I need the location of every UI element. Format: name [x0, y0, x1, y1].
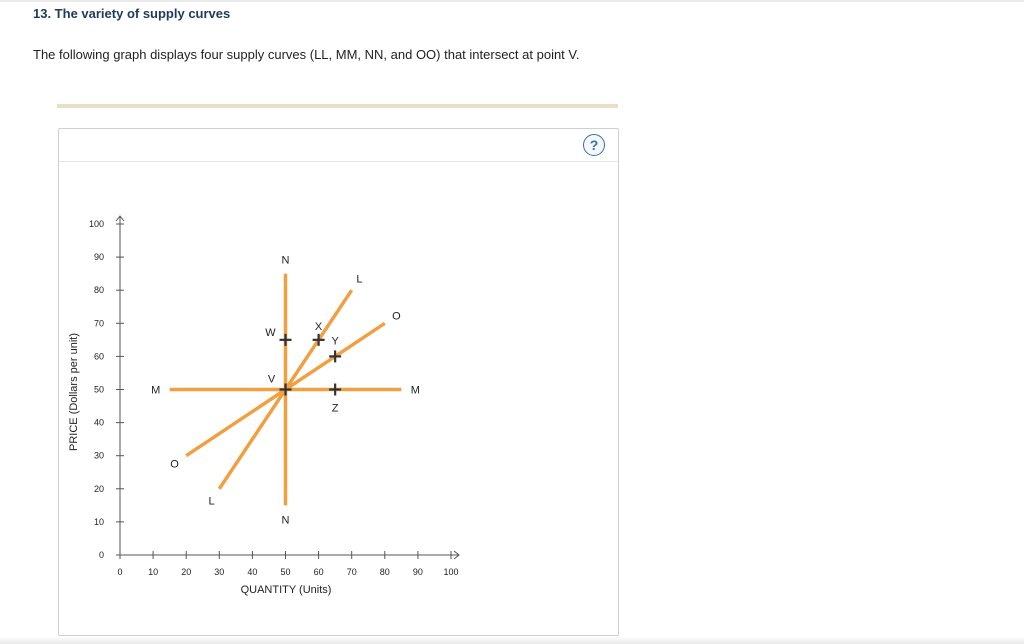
point-x[interactable]: X — [312, 321, 325, 346]
x-tick-label: 60 — [314, 567, 324, 577]
x-tick-label: 90 — [413, 567, 423, 577]
panel-header-divider — [59, 161, 618, 162]
point-z[interactable]: Z — [329, 383, 342, 415]
bottom-shadow — [0, 636, 1024, 644]
point-label-w: W — [265, 327, 276, 339]
y-tick-label: 60 — [94, 351, 104, 361]
x-tick-label: 40 — [247, 567, 257, 577]
y-tick-label: 30 — [94, 451, 104, 461]
top-rule — [0, 0, 1024, 2]
y-tick-label: 50 — [94, 385, 104, 395]
point-label-v: V — [268, 374, 276, 386]
chart-ticks: 0 10 20 30 40 50 60 70 80 90 100 0 10 20 30 40 50 60 70 80 9… — [89, 219, 459, 577]
curve-label-m-start: M — [151, 385, 160, 397]
curve-label-l-end: L — [356, 274, 362, 286]
question-title: 13. The variety of supply curves — [33, 6, 231, 21]
question-text: The following graph displays four supply… — [33, 47, 580, 62]
point-v[interactable]: V — [268, 374, 292, 396]
curve-label-m-end: M — [411, 385, 420, 397]
curve-label-o-end: O — [392, 311, 401, 323]
y-axis-title: PRICE (Dollars per unit) — [68, 333, 80, 451]
y-tick-label: 20 — [94, 484, 104, 494]
point-w[interactable]: W — [265, 327, 292, 346]
x-tick-label: 30 — [214, 567, 224, 577]
help-icon[interactable]: ? — [583, 134, 605, 156]
x-tick-label: 10 — [148, 567, 158, 577]
y-tick-label: 40 — [94, 418, 104, 428]
x-axis-arrow — [453, 550, 460, 560]
point-label-z: Z — [332, 403, 339, 415]
curve-label-l-start: L — [208, 495, 214, 507]
chart-curve-labels: L L M M N N O O — [151, 255, 420, 527]
curve-label-n-end: N — [282, 255, 290, 267]
x-tick-label: 70 — [347, 567, 357, 577]
y-tick-label: 100 — [89, 219, 104, 229]
x-tick-label: 100 — [443, 567, 458, 577]
chart-markers[interactable]: V W XY Z — [265, 321, 342, 415]
y-tick-label: 70 — [94, 318, 104, 328]
y-tick-label: 0 — [99, 550, 104, 560]
point-label-y: Y — [331, 335, 339, 347]
curve-label-n-start: N — [282, 514, 290, 526]
y-tick-label: 90 — [94, 252, 104, 262]
y-tick-label: 10 — [94, 517, 104, 527]
graph-panel: ? — [58, 128, 619, 636]
x-tick-label: 0 — [117, 567, 122, 577]
accent-bar — [57, 104, 618, 108]
x-tick-label: 50 — [280, 567, 290, 577]
point-y[interactable]: Y — [329, 335, 342, 363]
chart-axes — [115, 215, 460, 560]
y-axis-arrow — [115, 215, 125, 222]
point-label-x: X — [315, 321, 323, 333]
x-tick-label: 20 — [181, 567, 191, 577]
x-tick-label: 80 — [380, 567, 390, 577]
y-tick-label: 80 — [94, 285, 104, 295]
x-axis-title: QUANTITY (Units) — [241, 584, 332, 596]
curve-label-o-start: O — [170, 458, 179, 470]
